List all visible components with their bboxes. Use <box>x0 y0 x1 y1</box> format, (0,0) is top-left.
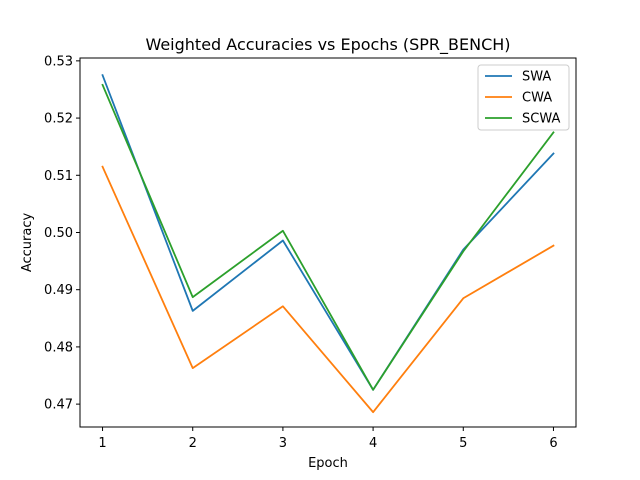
legend-label-cwa: CWA <box>522 91 552 106</box>
legend: SWA CWA SCWA <box>477 64 570 131</box>
series-line-swa <box>101 73 555 391</box>
x-tick-label: 4 <box>369 436 377 451</box>
x-axis-label: Epoch <box>308 456 348 471</box>
series-line-cwa <box>101 165 555 414</box>
chart-title: Weighted Accuracies vs Epochs (SPR_BENCH… <box>145 35 510 55</box>
legend-label-swa: SWA <box>522 70 551 85</box>
y-tick-label: 0.52 <box>44 112 73 127</box>
x-tick-label: 1 <box>98 436 106 451</box>
legend-label-scwa: SCWA <box>522 112 560 127</box>
y-tick-label: 0.50 <box>44 226 73 241</box>
x-tick-label: 6 <box>549 436 557 451</box>
series-line-scwa <box>101 83 555 391</box>
y-axis-label: Accuracy <box>20 213 35 273</box>
plot-area <box>101 73 555 414</box>
y-tick-label: 0.48 <box>44 340 73 355</box>
x-tick-label: 5 <box>459 436 467 451</box>
x-tick-label: 2 <box>189 436 197 451</box>
y-tick-label: 0.49 <box>44 283 73 298</box>
axes-frame <box>79 57 577 428</box>
y-tick-label: 0.51 <box>44 169 73 184</box>
x-tick-label: 3 <box>279 436 287 451</box>
y-tick-label: 0.47 <box>44 398 73 413</box>
legend-box <box>477 64 570 131</box>
y-tick-label: 0.53 <box>44 54 73 69</box>
